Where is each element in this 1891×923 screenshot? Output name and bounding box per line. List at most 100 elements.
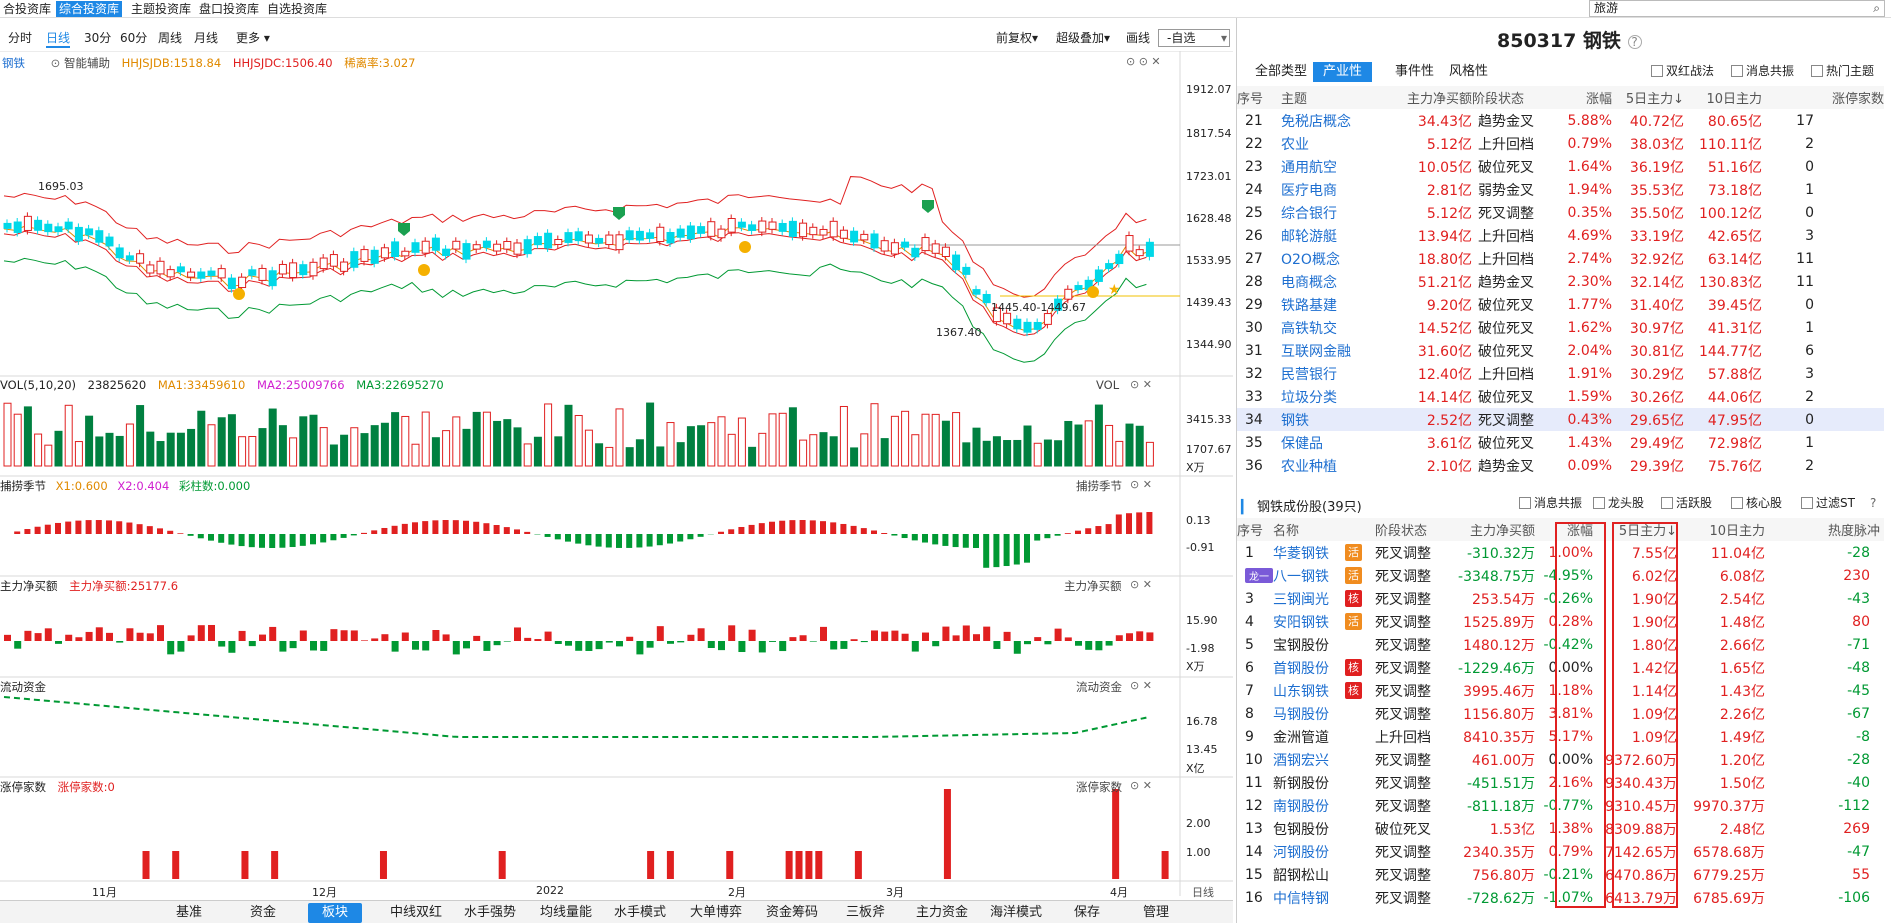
stock-row[interactable]: 5 宝钢股份 死叉调整 1480.12万 -0.42% 1.80亿 2.66亿 -71 xyxy=(1237,633,1884,656)
stock-name[interactable]: 韶钢松山 xyxy=(1273,867,1329,884)
stock-name[interactable]: 八一钢铁 xyxy=(1273,568,1329,585)
stock-row[interactable]: 11 新钢股份 死叉调整 -451.51万 2.16% 9340.43万 1.50亿 -40 xyxy=(1237,771,1884,794)
tab-comprehensive-lib[interactable]: 综合投资库 xyxy=(56,1,123,17)
stock-name[interactable]: 华菱钢铁 xyxy=(1273,545,1329,562)
period-30m[interactable]: 30分 xyxy=(84,31,112,45)
filter-core[interactable]: 核心股 xyxy=(1731,496,1782,510)
theme-name[interactable]: 电商概念 xyxy=(1281,274,1337,291)
assist-toggle-icon[interactable]: ⊙ xyxy=(50,56,61,70)
period-week[interactable]: 周线 xyxy=(158,31,183,45)
save-button[interactable]: 保存 xyxy=(1074,905,1101,920)
theme-name[interactable]: 农业 xyxy=(1281,136,1309,153)
theme-row[interactable]: 22 农业 5.12亿 上升回档 0.79% 38.03亿 110.11亿 2 xyxy=(1237,132,1884,155)
column-header[interactable]: 主题 xyxy=(1281,86,1381,109)
column-header[interactable]: 10日主力 xyxy=(1684,86,1762,109)
theme-row[interactable]: 29 铁路基建 9.20亿 破位死叉 1.77% 31.40亿 39.45亿 0 xyxy=(1237,293,1884,316)
period-60m[interactable]: 60分 xyxy=(120,31,148,45)
stock-row[interactable]: 6 首钢股份核死叉调整 -1229.46万 0.00% 1.42亿 1.65亿 -48 xyxy=(1237,656,1884,679)
stock-row[interactable]: 13 包钢股份 破位死叉 1.53亿 1.38% 8309.88万 2.48亿 269 xyxy=(1237,817,1884,840)
stock-name[interactable]: 三钢闽光 xyxy=(1273,591,1329,608)
stock-name[interactable]: 新钢股份 xyxy=(1273,775,1329,792)
theme-name[interactable]: 铁路基建 xyxy=(1281,297,1337,314)
theme-row[interactable]: 33 垃圾分类 14.14亿 破位死叉 1.59% 30.26亿 44.06亿 2 xyxy=(1237,385,1884,408)
theme-row[interactable]: 28 电商概念 51.21亿 趋势金叉 2.30% 32.14亿 130.83亿 11 xyxy=(1237,270,1884,293)
column-header[interactable]: 阶段状态 xyxy=(1472,86,1552,109)
search-icon[interactable]: ⌕ xyxy=(1873,1,1880,15)
theme-name[interactable]: 钢铁 xyxy=(1281,408,1381,431)
theme-row[interactable]: 21 免税店概念 34.43亿 趋势金叉 5.88% 40.72亿 80.65亿 17 xyxy=(1237,109,1884,132)
filter-leader[interactable]: 龙头股 xyxy=(1593,496,1644,510)
tab-custom-lib[interactable]: 自选投资库 xyxy=(267,2,328,16)
filter-hot-theme[interactable]: 热门主题 xyxy=(1811,64,1874,78)
tab-main-funds[interactable]: 主力资金 xyxy=(916,905,969,920)
help-icon[interactable]: ? xyxy=(1870,496,1877,510)
period-minute[interactable]: 分时 xyxy=(8,31,33,45)
theme-name[interactable]: 互联网金融 xyxy=(1281,343,1351,360)
theme-name[interactable]: 通用航空 xyxy=(1281,159,1337,176)
theme-row[interactable]: 35 保健品 3.61亿 破位死叉 1.43% 29.49亿 72.98亿 1 xyxy=(1237,431,1884,454)
theme-name[interactable]: 医疗电商 xyxy=(1281,182,1337,199)
column-header[interactable]: 主力净买额 xyxy=(1381,86,1472,109)
tab-sailor-strong[interactable]: 水手强势 xyxy=(464,905,517,920)
restore-rights-menu[interactable]: 前复权▾ xyxy=(996,31,1039,45)
stock-row[interactable]: 4 安阳钢铁活死叉调整 1525.89万 0.28% 1.90亿 1.48亿 80 xyxy=(1237,610,1884,633)
stock-row[interactable]: 14 河钢股份 死叉调整 2340.35万 0.79% 7142.65万 6578.68万 -… xyxy=(1237,840,1884,863)
stock-row[interactable]: 10 酒钢宏兴 死叉调整 461.00万 0.00% 9372.60万 1.20亿 -28 xyxy=(1237,748,1884,771)
filter-news[interactable]: 消息共振 xyxy=(1519,496,1582,510)
tab-midline[interactable]: 中线双红 xyxy=(390,905,443,920)
column-header[interactable]: 名称 xyxy=(1273,518,1345,541)
period-more[interactable]: 更多 ▾ xyxy=(236,31,270,45)
vol-panel-controls[interactable]: ⊙ ✕ xyxy=(1130,378,1152,391)
stock-name[interactable]: 首钢股份 xyxy=(1273,660,1329,677)
stock-row[interactable]: 1 华菱钢铁活死叉调整 -310.32万 1.00% 7.55亿 11.04亿 -28 xyxy=(1237,541,1884,564)
chart-canvas[interactable]: ★ xyxy=(0,51,1233,896)
theme-row[interactable]: 30 高铁轨交 14.52亿 破位死叉 1.62% 30.97亿 41.31亿 1 xyxy=(1237,316,1884,339)
theme-row[interactable]: 36 农业种植 2.10亿 趋势金叉 0.09% 29.39亿 75.76亿 2 xyxy=(1237,454,1884,477)
theme-name[interactable]: 综合银行 xyxy=(1281,205,1337,222)
theme-row[interactable]: 26 邮轮游艇 13.94亿 上升回档 4.69% 33.19亿 42.65亿 3 xyxy=(1237,224,1884,247)
theme-row[interactable]: 27 O2O概念 18.80亿 上升回档 2.74% 32.92亿 63.14亿 11 xyxy=(1237,247,1884,270)
column-header[interactable]: 主力净买额 xyxy=(1451,518,1539,541)
column-header[interactable]: 阶段状态 xyxy=(1375,518,1451,541)
theme-name[interactable]: 保健品 xyxy=(1281,435,1323,452)
theme-name[interactable]: 农业种植 xyxy=(1281,458,1337,475)
theme-name[interactable]: 邮轮游艇 xyxy=(1281,228,1337,245)
stock-row[interactable]: 8 马钢股份 死叉调整 1156.80万 3.81% 1.09亿 2.26亿 -67 xyxy=(1237,702,1884,725)
tab-lib-0[interactable]: 合投资库 xyxy=(3,2,52,16)
stock-name[interactable]: 中信特钢 xyxy=(1273,890,1329,907)
stock-name[interactable]: 酒钢宏兴 xyxy=(1273,752,1329,769)
season-panel-controls[interactable]: ⊙ ✕ xyxy=(1130,478,1152,491)
column-header[interactable]: 热度脉冲 xyxy=(1769,518,1884,541)
draw-line-button[interactable]: 画线 xyxy=(1126,31,1151,45)
tab-ocean[interactable]: 海洋模式 xyxy=(990,905,1043,920)
stock-name[interactable]: 山东钢铁 xyxy=(1273,683,1329,700)
column-header[interactable]: 涨幅 xyxy=(1552,86,1612,109)
tab-industry[interactable]: 产业性 xyxy=(1313,62,1373,82)
tab-theme-lib[interactable]: 主题投资库 xyxy=(131,2,192,16)
theme-row[interactable]: 23 通用航空 10.05亿 破位死叉 1.64% 36.19亿 51.16亿 0 xyxy=(1237,155,1884,178)
stock-row[interactable]: 龙一 八一钢铁活死叉调整 -3348.75万 -4.95% 6.02亿 6.08亿 230 xyxy=(1237,564,1884,587)
help-icon[interactable]: ? xyxy=(1627,34,1642,49)
theme-row[interactable]: 34 钢铁 2.52亿 死叉调整 0.43% 29.65亿 47.95亿 0 xyxy=(1237,408,1884,431)
theme-row[interactable]: 24 医疗电商 2.81亿 弱势金叉 1.94% 35.53亿 73.18亿 1 xyxy=(1237,178,1884,201)
tab-big-order[interactable]: 大单博弈 xyxy=(690,905,743,920)
filter-st[interactable]: 过滤ST xyxy=(1801,496,1855,510)
theme-name[interactable]: 免税店概念 xyxy=(1281,113,1351,130)
liquid-panel-controls[interactable]: ⊙ ✕ xyxy=(1130,679,1152,692)
period-month[interactable]: 月线 xyxy=(194,31,219,45)
tab-ma-volume[interactable]: 均线量能 xyxy=(540,905,593,920)
column-header[interactable]: 10日主力 xyxy=(1681,518,1769,541)
manage-button[interactable]: 管理 xyxy=(1143,905,1170,920)
theme-name[interactable]: 民营银行 xyxy=(1281,366,1337,383)
theme-name[interactable]: 垃圾分类 xyxy=(1281,389,1337,406)
tab-tape-lib[interactable]: 盘口投资库 xyxy=(199,2,260,16)
overlay-menu[interactable]: 超级叠加▾ xyxy=(1056,31,1111,45)
watchlist-select[interactable]: -自选 ▾ xyxy=(1158,29,1230,47)
period-day[interactable]: 日线 xyxy=(46,30,71,48)
search-input[interactable]: 旅游 ⌕ xyxy=(1589,0,1885,17)
stock-row[interactable]: 7 山东钢铁核死叉调整 3995.46万 1.18% 1.14亿 1.43亿 -45 xyxy=(1237,679,1884,702)
netbuy-panel-controls[interactable]: ⊙ ✕ xyxy=(1130,578,1152,591)
stock-name[interactable]: 包钢股份 xyxy=(1273,821,1329,838)
tab-funds[interactable]: 资金 xyxy=(250,905,277,920)
column-header[interactable]: 5日主力↓ xyxy=(1612,86,1684,109)
